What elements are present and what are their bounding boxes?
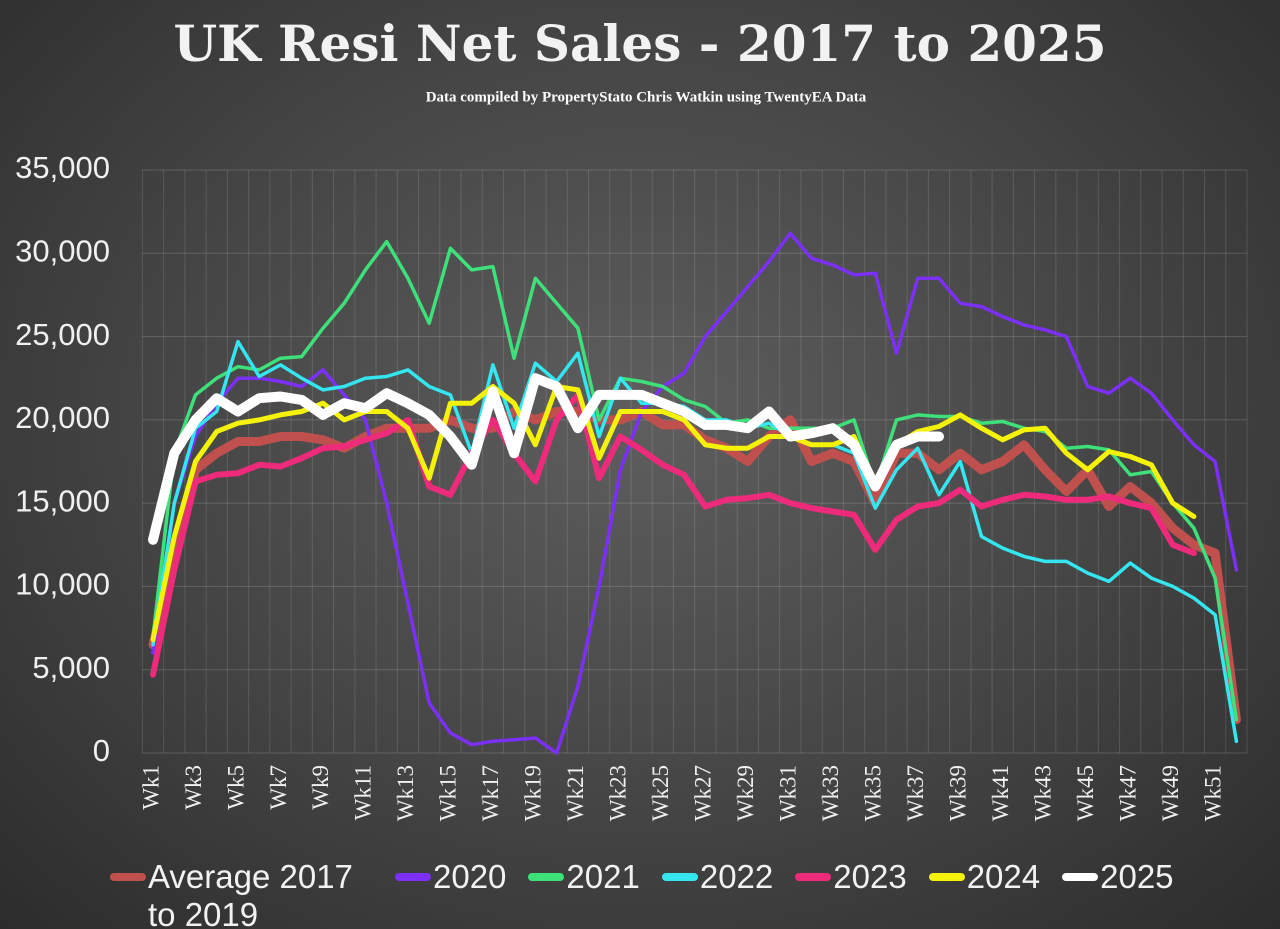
legend-item: 2022 <box>661 858 774 896</box>
legend-swatch <box>661 873 698 881</box>
chart-title: UK Resi Net Sales - 2017 to 2025 <box>173 14 1106 73</box>
x-tick-label: Wk35 <box>861 765 886 821</box>
x-tick-label: Wk23 <box>606 765 631 821</box>
x-tick-label: Wk51 <box>1200 765 1225 821</box>
x-tick-label: Wk7 <box>266 765 291 810</box>
series-line <box>148 373 944 545</box>
legend-item: 2024 <box>928 858 1041 896</box>
y-tick-label: 0 <box>93 733 110 768</box>
x-tick-label: Wk3 <box>181 765 206 810</box>
y-tick-label: 15,000 <box>15 483 110 518</box>
x-tick-label: Wk41 <box>988 765 1013 821</box>
chart-subtitle: Data compiled by PropertyStato Chris Wat… <box>426 89 867 105</box>
x-tick-label: Wk17 <box>478 765 503 821</box>
legend-swatch <box>395 873 431 881</box>
legend: Average 2017 to 2019 2020 2021 2022 2023 2024… <box>110 858 1174 929</box>
x-tick-label: Wk11 <box>351 765 376 820</box>
x-tick-label: Wk21 <box>563 765 588 821</box>
legend-label: 2023 <box>833 858 907 895</box>
x-tick-label: Wk29 <box>733 765 758 821</box>
x-tick-label: Wk25 <box>648 765 673 821</box>
x-tick-label: Wk9 <box>308 765 333 810</box>
x-tick-label: Wk13 <box>393 765 418 821</box>
legend-label: 2022 <box>699 858 774 895</box>
series-line <box>151 231 1239 755</box>
y-tick-label: 25,000 <box>15 317 110 352</box>
x-tick-label: Wk31 <box>776 765 801 821</box>
x-tick-label: Wk49 <box>1158 765 1183 821</box>
legend-label: 2025 <box>1100 858 1174 895</box>
x-tick-label: Wk15 <box>436 765 461 821</box>
x-tick-label: Wk33 <box>818 765 843 821</box>
legend-label: 2020 <box>433 858 507 895</box>
legend-swatch <box>928 873 965 881</box>
x-tick-label: Wk47 <box>1115 765 1140 821</box>
legend-swatch <box>528 873 565 881</box>
y-tick-label: 35,000 <box>15 150 110 185</box>
x-tick-label: Wk1 <box>138 765 163 810</box>
x-tick-label: Wk5 <box>223 765 248 810</box>
legend-item: 2025 <box>1062 858 1174 896</box>
legend-swatch <box>795 873 832 881</box>
legend-label: Average 2017 to 2019 <box>148 858 353 929</box>
y-tick-label: 20,000 <box>15 400 110 435</box>
legend-item: 2020 <box>395 858 506 896</box>
legend-swatch <box>1062 873 1099 881</box>
y-tick-label: 30,000 <box>15 233 110 268</box>
x-tick-label: Wk45 <box>1073 765 1098 821</box>
legend-item: 2023 <box>795 858 907 896</box>
x-tick-label: Wk39 <box>946 765 971 821</box>
series-line <box>150 391 1197 678</box>
x-tick-label: Wk37 <box>903 765 928 821</box>
x-tick-label: Wk43 <box>1030 765 1055 821</box>
x-tick-label: Wk27 <box>691 765 716 821</box>
legend-label: 2021 <box>566 858 640 895</box>
legend-item: 2021 <box>528 858 640 896</box>
y-tick-label: 5,000 <box>32 650 110 685</box>
legend-swatch <box>110 873 146 881</box>
series-line <box>150 384 1197 643</box>
legend-item: Average 2017 to 2019 <box>110 858 373 929</box>
x-tick-label: Wk19 <box>521 765 546 821</box>
y-tick-label: 10,000 <box>15 567 110 602</box>
legend-label: 2024 <box>966 858 1041 895</box>
